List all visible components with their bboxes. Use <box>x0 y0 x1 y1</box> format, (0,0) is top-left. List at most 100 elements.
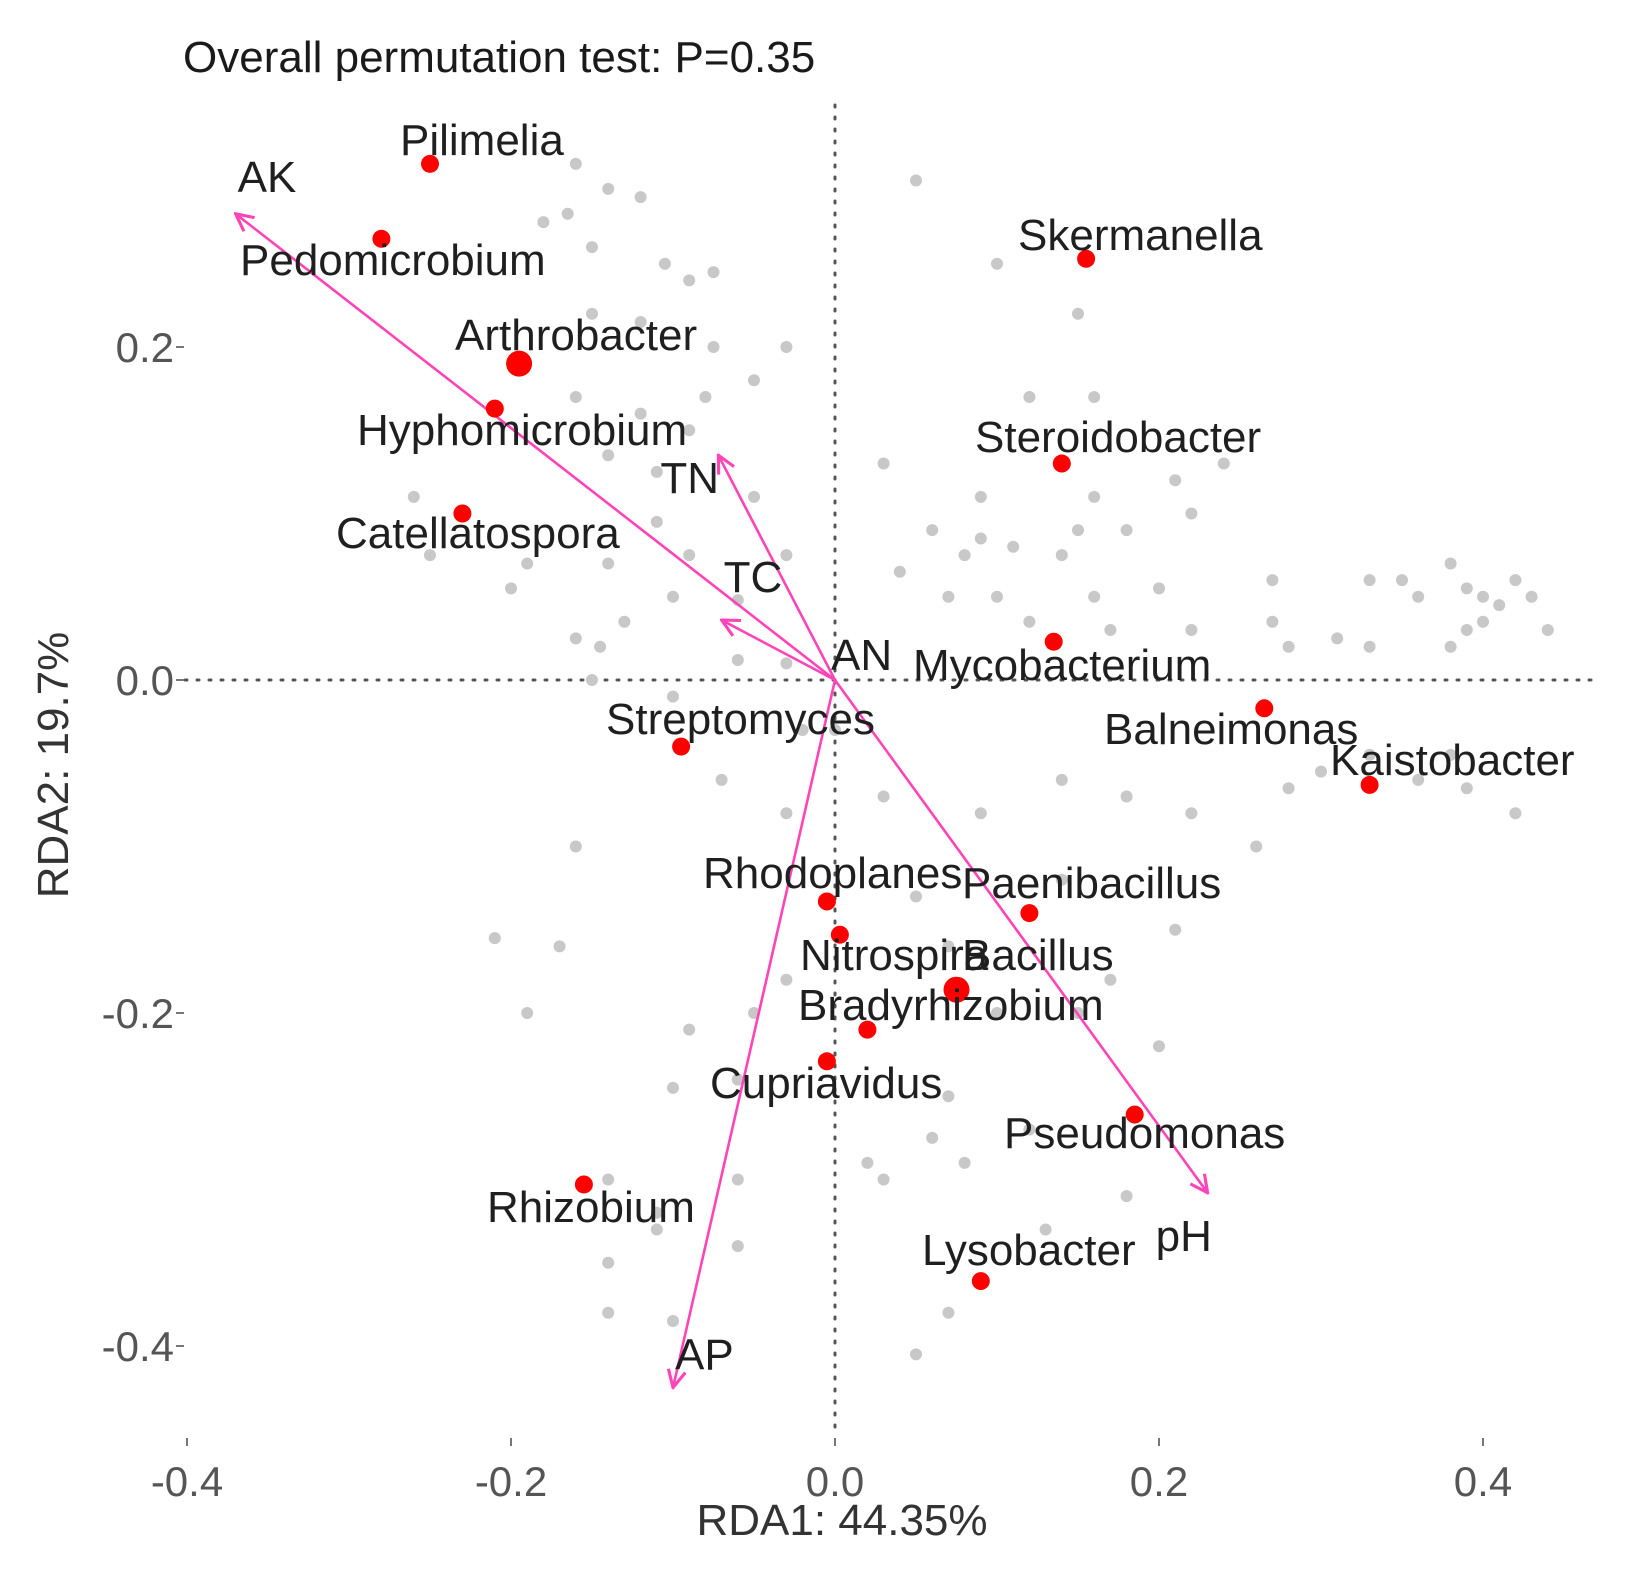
genus-point <box>974 807 987 820</box>
x-tick-label: 0.4 <box>1454 1458 1512 1505</box>
genus-point <box>1282 640 1295 653</box>
highlighted-point-kaistobacter <box>1360 775 1379 794</box>
genus-point <box>991 590 1003 603</box>
environmental-vectors <box>236 214 1208 1388</box>
x-axis-title: RDA1: 44.35% <box>696 1496 987 1545</box>
highlighted-point-bradyrhizobium <box>858 1020 877 1039</box>
genus-point <box>553 940 566 953</box>
genus-point <box>488 932 501 945</box>
x-tick-label: -0.2 <box>475 1458 547 1505</box>
genus-point <box>715 773 728 786</box>
genus-point <box>877 790 890 803</box>
highlighted-point-paenibacillus <box>1020 904 1039 923</box>
genus-point <box>521 1007 534 1019</box>
highlighted-point-lysobacter <box>971 1272 990 1291</box>
genus-point <box>1104 624 1117 637</box>
genus-point <box>602 1256 615 1269</box>
genus-point <box>1412 590 1425 603</box>
genus-point <box>942 940 955 953</box>
genus-point <box>1541 624 1554 637</box>
chart-title: Overall permutation test: P=0.35 <box>183 33 815 82</box>
background-points <box>407 157 1554 1361</box>
vector-arrow-tc <box>722 620 836 682</box>
highlighted-points <box>372 154 1379 1291</box>
highlighted-point-cupriavidus <box>817 1052 836 1071</box>
genus-point <box>1266 615 1279 628</box>
genus-label-balneimonas: Balneimonas <box>1104 705 1358 754</box>
x-tick-label: 0.0 <box>806 1458 864 1505</box>
highlighted-point-nitrospira <box>830 925 849 944</box>
genus-point <box>667 690 679 703</box>
genus-label-mycobacterium: Mycobacterium <box>913 641 1211 690</box>
genus-point <box>1007 540 1020 553</box>
y-tick-label: -0.2 <box>102 990 174 1037</box>
genus-point <box>586 307 598 320</box>
genus-point <box>537 216 550 229</box>
genus-point <box>1055 773 1068 786</box>
genus-point <box>569 157 582 170</box>
genus-point <box>586 674 598 686</box>
vector-label-ak: AK <box>238 153 297 202</box>
genus-point <box>780 973 793 986</box>
highlighted-point-hyphomicrobium <box>485 399 504 418</box>
genus-point <box>1363 748 1376 761</box>
genus-point <box>1088 590 1101 603</box>
vector-arrow-ap <box>673 679 837 1388</box>
genus-point <box>650 1206 663 1219</box>
genus-point <box>1444 640 1457 653</box>
vector-label-tc: TC <box>724 553 783 602</box>
genus-point <box>424 549 436 562</box>
vector-label-tn: TN <box>660 454 719 503</box>
highlighted-point-pseudomonas <box>1125 1105 1144 1124</box>
genus-point <box>1185 624 1198 637</box>
highlighted-point-skermanella <box>1077 249 1096 268</box>
genus-point <box>707 341 720 353</box>
genus-point <box>1509 574 1522 587</box>
genus-point <box>683 549 696 562</box>
genus-point <box>1185 807 1198 820</box>
genus-point <box>634 407 647 420</box>
vector-label-ph: pH <box>1156 1212 1212 1261</box>
genus-point <box>1072 307 1084 320</box>
genus-point <box>707 266 720 279</box>
highlighted-point-pedomicrobium <box>372 229 391 248</box>
genus-point <box>910 890 922 903</box>
vector-label-an: AN <box>831 631 892 680</box>
genus-point <box>748 374 760 387</box>
genus-label-catellatospora: Catellatospora <box>336 509 620 558</box>
genus-point <box>1023 390 1036 403</box>
genus-point <box>780 807 793 820</box>
y-tick-label: 0.0 <box>116 657 174 704</box>
reference-lines <box>183 103 1602 1432</box>
genus-point <box>1120 524 1133 537</box>
genus-point <box>796 723 809 736</box>
genus-point <box>1023 1123 1036 1136</box>
genus-point <box>780 341 793 353</box>
genus-point <box>683 1023 696 1036</box>
genus-point <box>731 1073 744 1086</box>
y-tick-label: 0.2 <box>116 324 174 371</box>
genus-point <box>1039 1223 1052 1236</box>
genus-point <box>1088 490 1101 503</box>
genus-point <box>1396 574 1408 587</box>
genus-point <box>1088 390 1101 403</box>
genus-point <box>1153 582 1165 595</box>
vector-label-ap: AP <box>675 1331 734 1380</box>
genus-point <box>569 632 582 645</box>
genus-point <box>910 174 922 187</box>
genus-point <box>991 257 1003 270</box>
highlighted-point-bacillus <box>943 976 970 1003</box>
genus-label-rhizobium: Rhizobium <box>487 1183 695 1232</box>
genus-point <box>602 1306 615 1319</box>
genus-point <box>974 490 987 503</box>
genus-point <box>780 657 793 670</box>
genus-point <box>877 457 890 470</box>
genus-point <box>1493 599 1506 612</box>
genus-label-paenibacillus: Paenibacillus <box>962 859 1221 908</box>
genus-point <box>1120 1190 1133 1203</box>
genus-point <box>893 565 906 578</box>
genus-point <box>1460 624 1473 637</box>
genus-point <box>1169 474 1182 487</box>
genus-point <box>942 1306 955 1319</box>
